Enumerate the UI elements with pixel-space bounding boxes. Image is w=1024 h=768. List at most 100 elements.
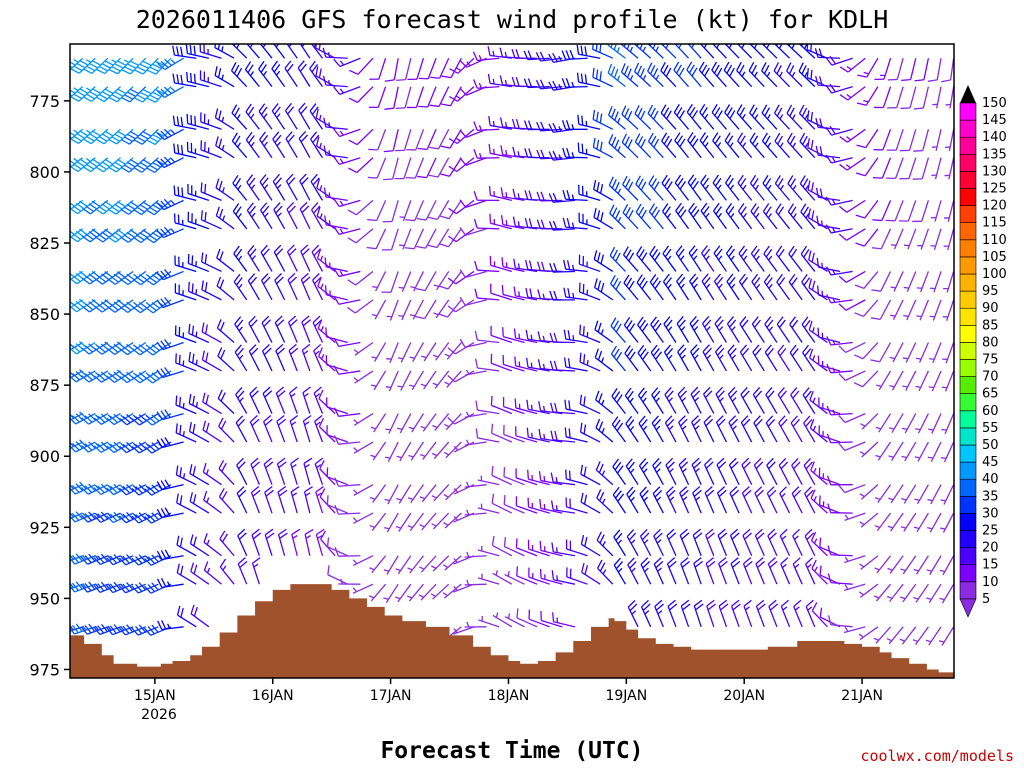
wind-barb (913, 555, 929, 575)
wind-barb (118, 554, 147, 566)
barb-half-flag (328, 80, 331, 86)
wind-barb (264, 486, 274, 514)
barb-flag (595, 69, 599, 80)
barb-staff (890, 484, 904, 504)
barb-staff (245, 139, 260, 159)
barb-flag (511, 118, 516, 129)
wind-barb (693, 557, 703, 585)
barb-flag (311, 244, 320, 253)
barb-staff (565, 156, 588, 159)
barb-flag (641, 532, 650, 541)
barb-staff (352, 583, 374, 594)
wind-barb (353, 370, 374, 384)
wind-barb (652, 457, 664, 485)
barb-staff (778, 464, 791, 485)
barb-staff (676, 281, 690, 301)
barb-staff (301, 350, 311, 372)
barb-flag (718, 557, 727, 565)
barb-half-flag (478, 82, 482, 89)
barb-flag (764, 178, 772, 187)
wind-barb (826, 433, 853, 444)
barb-flag (72, 345, 81, 353)
barb-flag (803, 415, 811, 424)
wind-barb (324, 257, 348, 273)
barb-flag (179, 397, 182, 407)
wind-barb (284, 60, 298, 88)
barb-flag (145, 279, 154, 286)
barb-flag (459, 269, 466, 278)
wind-barb (70, 199, 96, 215)
barb-flag (474, 330, 478, 341)
barb-flag (111, 66, 121, 72)
wind-barb (607, 106, 626, 130)
barb-staff (634, 71, 652, 88)
barb-staff (435, 342, 450, 361)
barb-flag (438, 285, 449, 290)
barb-flag (110, 373, 119, 381)
barb-half-flag (353, 377, 359, 382)
barb-half-flag (813, 496, 817, 502)
barb-staff (503, 336, 525, 344)
barb-staff (705, 535, 715, 556)
barb-flag (230, 62, 237, 72)
wind-barb (740, 386, 753, 414)
wind-barb (724, 104, 740, 130)
wind-barb (596, 531, 614, 557)
barb-staff (679, 492, 690, 514)
barb-flag (75, 483, 84, 492)
barb-flag (288, 205, 296, 214)
barb-flag (528, 148, 533, 158)
barb-flag (114, 91, 124, 97)
barb-flag (804, 390, 812, 399)
wind-barb (690, 386, 702, 414)
barb-flag (719, 560, 728, 568)
wind-barb (310, 173, 324, 201)
barb-staff (389, 342, 399, 364)
barb-flag (70, 627, 75, 635)
wind-barb (383, 555, 399, 575)
barb-staff (70, 58, 71, 60)
wind-barb (246, 44, 260, 59)
barb-flag (97, 303, 106, 311)
barb-flag (678, 44, 682, 49)
barb-flag (61, 136, 69, 141)
barb-half-flag (811, 327, 815, 333)
barb-half-flag (396, 455, 402, 459)
wind-barb (654, 599, 664, 628)
barb-flag (114, 133, 124, 140)
barb-flag (597, 252, 601, 262)
wind-barb (675, 202, 690, 230)
barb-staff (653, 563, 664, 585)
barb-half-flag (263, 184, 269, 190)
barb-half-flag (384, 456, 391, 459)
wind-barb (801, 316, 816, 343)
barb-half-flag (328, 192, 331, 198)
barb-flag (790, 248, 798, 258)
barb-flag (135, 486, 143, 494)
wind-barb (236, 486, 248, 514)
barb-flag (86, 65, 96, 72)
barb-half-flag (694, 397, 699, 402)
wind-barb (714, 316, 727, 343)
barb-flag (778, 319, 786, 328)
wind-barb (271, 103, 286, 130)
barb-flag (72, 373, 81, 381)
barb-flag (192, 353, 195, 364)
wind-barb (826, 405, 853, 416)
barb-staff (399, 441, 412, 462)
wind-barb (539, 541, 563, 557)
wind-barb (420, 370, 437, 390)
barb-staff (943, 441, 954, 463)
barb-flag (147, 556, 156, 564)
barb-staff (288, 350, 298, 372)
wind-barb (217, 389, 235, 415)
barb-staff (916, 512, 929, 533)
barb-half-flag (57, 583, 60, 587)
barb-half-flag (352, 587, 358, 593)
barb-staff (272, 138, 286, 159)
barb-staff (608, 184, 626, 201)
barb-flag (749, 34, 753, 42)
barb-staff (378, 58, 387, 80)
wind-barb (430, 583, 450, 600)
barb-flag (56, 417, 63, 424)
